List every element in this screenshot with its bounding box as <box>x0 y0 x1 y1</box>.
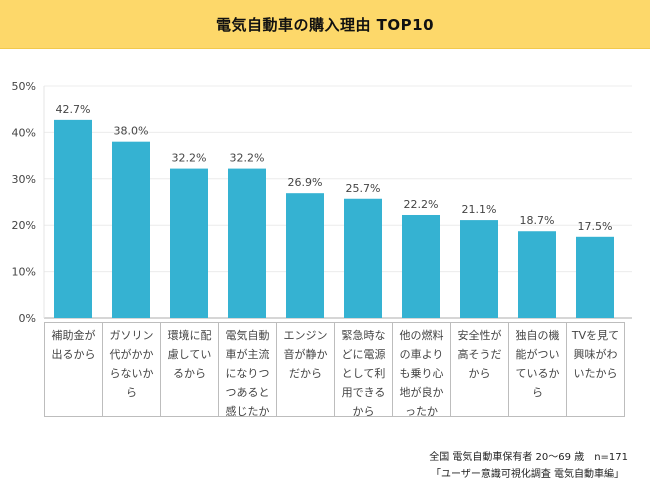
y-tick-label: 0% <box>19 312 36 325</box>
category-label: 補助金が出るから <box>45 323 103 416</box>
bar <box>576 236 614 318</box>
data-label: 32.2% <box>230 152 265 165</box>
data-label: 18.7% <box>520 214 555 227</box>
category-label: 他の燃料の車よりも乗り心地が良かったか <box>393 323 451 416</box>
bar <box>54 119 92 318</box>
data-label: 42.7% <box>56 103 91 116</box>
category-label: 安全性が高そうだから <box>451 323 509 416</box>
category-label: ガソリン代がかからないから <box>103 323 161 416</box>
bar <box>402 214 440 318</box>
data-label: 25.7% <box>346 182 381 195</box>
category-label: 電気自動車が主流になりつつあると感じたか <box>219 323 277 416</box>
data-label: 38.0% <box>114 125 149 138</box>
bars <box>54 119 614 318</box>
data-labels: 42.7% 38.0% 32.2% 32.2% 26.9% 25.7% 22.2% 21.1%… <box>56 103 613 233</box>
category-label: 環境に配慮しているから <box>161 323 219 416</box>
bar <box>112 141 150 318</box>
footnote-sample: 全国 電気自動車保有者 20〜69 歳 n=171 <box>429 452 628 463</box>
y-tick-label: 50% <box>12 80 36 93</box>
bar <box>170 168 208 318</box>
y-tick-label: 40% <box>12 126 36 139</box>
data-label: 17.5% <box>578 220 613 233</box>
bar <box>228 168 266 318</box>
category-label: TVを見て興味がわいたから <box>567 323 625 416</box>
y-axis-ticks: 0% 10% 20% 30% 40% 50% <box>12 80 36 325</box>
title-band: 電気自動車の購入理由 TOP10 <box>0 0 650 49</box>
bar <box>460 220 498 318</box>
bar <box>286 193 324 318</box>
category-label: エンジン音が静かだから <box>277 323 335 416</box>
category-label: 独自の機能がついているから <box>509 323 567 416</box>
chart-title: 電気自動車の購入理由 TOP10 <box>215 15 435 34</box>
data-label: 22.2% <box>404 198 439 211</box>
category-label: 緊急時などに電源として利用できるから <box>335 323 393 416</box>
data-label: 26.9% <box>288 176 323 189</box>
footnote-source: 「ユーザー意識可視化調査 電気自動車編」 <box>431 469 624 480</box>
data-label: 32.2% <box>172 152 207 165</box>
y-tick-label: 10% <box>12 266 36 279</box>
bar <box>518 231 556 318</box>
y-tick-label: 30% <box>12 173 36 186</box>
category-table: 補助金が出るから ガソリン代がかからないから 環境に配慮しているから 電気自動車が主流… <box>44 322 625 417</box>
y-tick-label: 20% <box>12 219 36 232</box>
data-label: 21.1% <box>462 203 497 216</box>
bar <box>344 198 382 318</box>
